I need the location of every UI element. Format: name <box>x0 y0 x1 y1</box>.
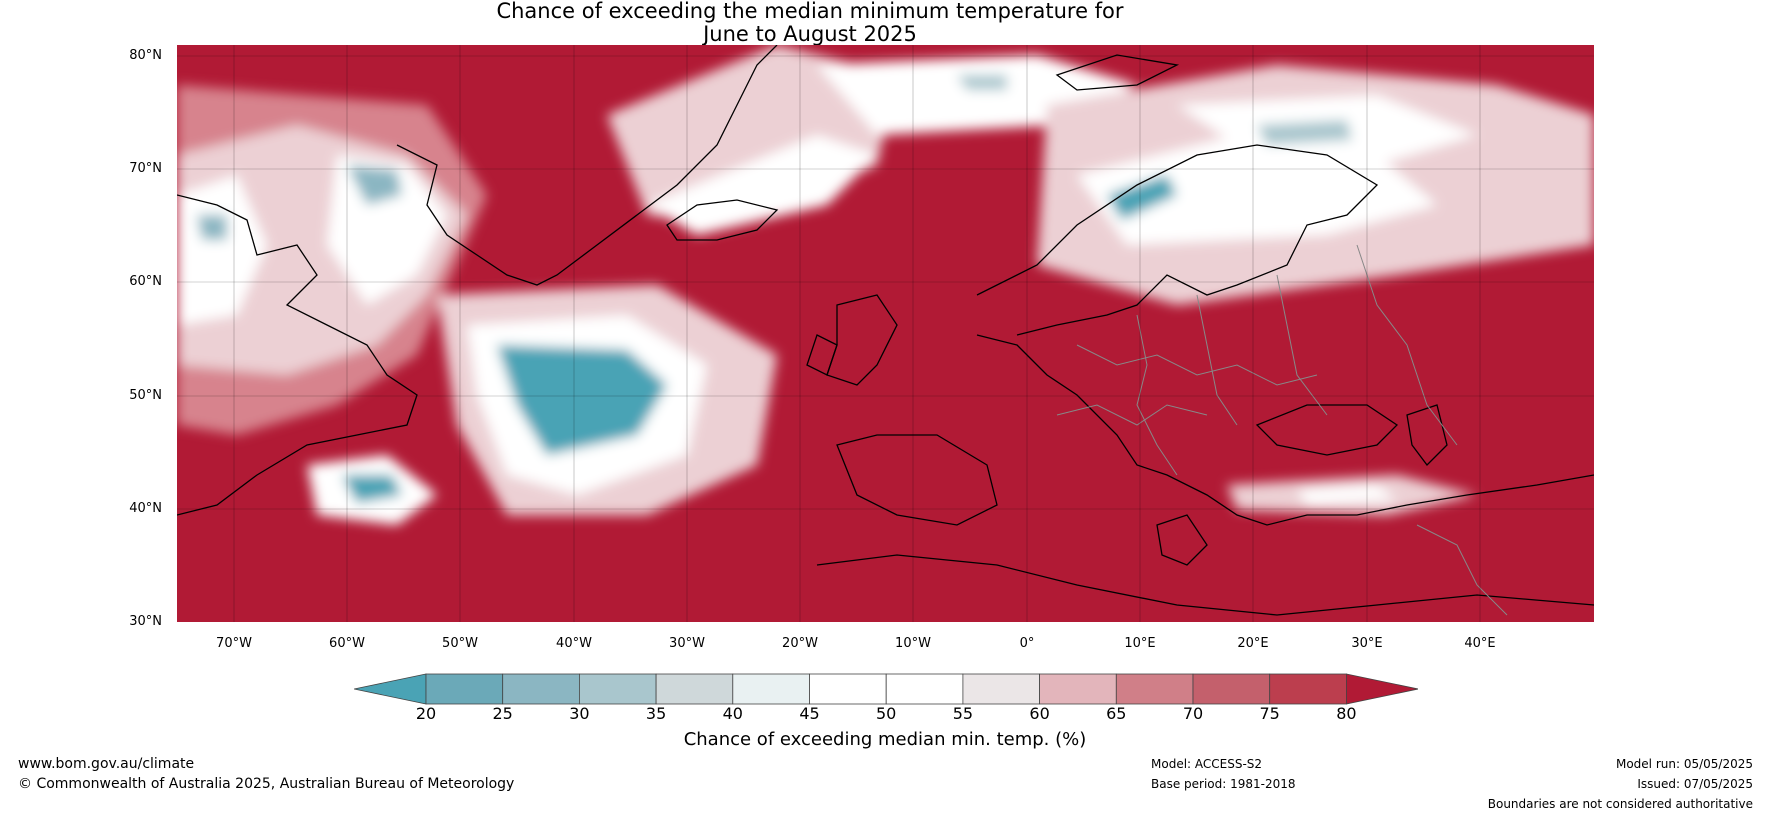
lon-label-40e: 40°E <box>1464 636 1496 651</box>
colorbar-segment <box>1269 673 1347 705</box>
colorbar-tick-label: 25 <box>492 704 513 723</box>
page-title: Chance of exceeding the median minimum t… <box>496 0 1124 23</box>
lon-label-10e: 10°E <box>1124 636 1156 651</box>
colorbar-segment <box>425 673 504 705</box>
colorbar-segment <box>502 673 580 705</box>
colorbar-segment <box>962 673 1041 705</box>
colorbar-tick-label: 55 <box>952 704 974 723</box>
footer-issued: Issued: 07/05/2025 <box>1637 777 1753 791</box>
page-subtitle: June to August 2025 <box>703 22 917 46</box>
colorbar-segment <box>885 673 964 705</box>
lon-label-70w: 70°W <box>216 636 252 651</box>
colorbar-tick-label: 60 <box>1029 704 1050 723</box>
colorbar-tick-label: 65 <box>1106 704 1127 723</box>
lon-label-60w: 60°W <box>329 636 365 651</box>
colorbar-label: Chance of exceeding median min. temp. (%… <box>683 729 1087 750</box>
map-svg <box>177 45 1594 622</box>
colorbar-segment <box>655 673 734 705</box>
lat-label-50n: 50°N <box>129 388 162 403</box>
lon-label-20e: 20°E <box>1237 636 1269 651</box>
lon-label-30e: 30°E <box>1351 636 1383 651</box>
lat-label-80n: 80°N <box>129 48 162 63</box>
map-canvas <box>177 45 1594 622</box>
colorbar-tick-label: 80 <box>1336 704 1357 723</box>
colorbar-tick-label: 75 <box>1259 704 1280 723</box>
lon-label-50w: 50°W <box>442 636 478 651</box>
colorbar-segment <box>578 673 657 705</box>
colorbar-segments <box>354 673 1418 705</box>
colorbar-tick-label: 45 <box>799 704 820 723</box>
colorbar-tick-label: 20 <box>415 704 437 723</box>
colorbar-segment <box>1039 673 1117 705</box>
footer-model-run: Model run: 05/05/2025 <box>1615 757 1753 771</box>
colorbar-segment <box>809 673 887 705</box>
colorbar <box>354 673 1418 705</box>
colorbar-segment <box>732 673 810 705</box>
lat-label-60n: 60°N <box>129 274 162 289</box>
colorbar-extend-low <box>354 673 427 705</box>
lon-label-40w: 40°W <box>556 636 592 651</box>
lon-label-30w: 30°W <box>669 636 705 651</box>
lon-label-20w: 20°W <box>782 636 818 651</box>
colorbar-tick-label: 50 <box>876 704 897 723</box>
lat-label-30n: 30°N <box>129 614 162 629</box>
colorbar-tick-label: 40 <box>722 704 743 723</box>
colorbar-tick-label: 30 <box>569 704 590 723</box>
graticule <box>177 45 1594 622</box>
footer-url: www.bom.gov.au/climate <box>18 756 195 772</box>
probability-field <box>177 45 1594 525</box>
footer-boundaries: Boundaries are not considered authoritat… <box>1487 797 1753 811</box>
country-borders <box>1056 244 1508 616</box>
colorbar-segment <box>1192 673 1271 705</box>
colorbar-extend-high <box>1346 673 1418 705</box>
colorbar-segment <box>1115 673 1194 705</box>
lon-label-10w: 10°W <box>895 636 931 651</box>
colorbar-tick-label: 35 <box>645 704 667 723</box>
lon-label-0: 0° <box>1019 636 1035 651</box>
coastlines <box>177 45 1594 616</box>
footer-copyright: © Commonwealth of Australia 2025, Austra… <box>18 776 515 792</box>
footer-model: Model: ACCESS-S2 <box>1151 757 1263 771</box>
footer-base-period: Base period: 1981-2018 <box>1151 777 1296 791</box>
lat-label-70n: 70°N <box>129 161 162 176</box>
colorbar-tick-label: 70 <box>1182 704 1204 723</box>
lat-label-40n: 40°N <box>129 501 162 516</box>
